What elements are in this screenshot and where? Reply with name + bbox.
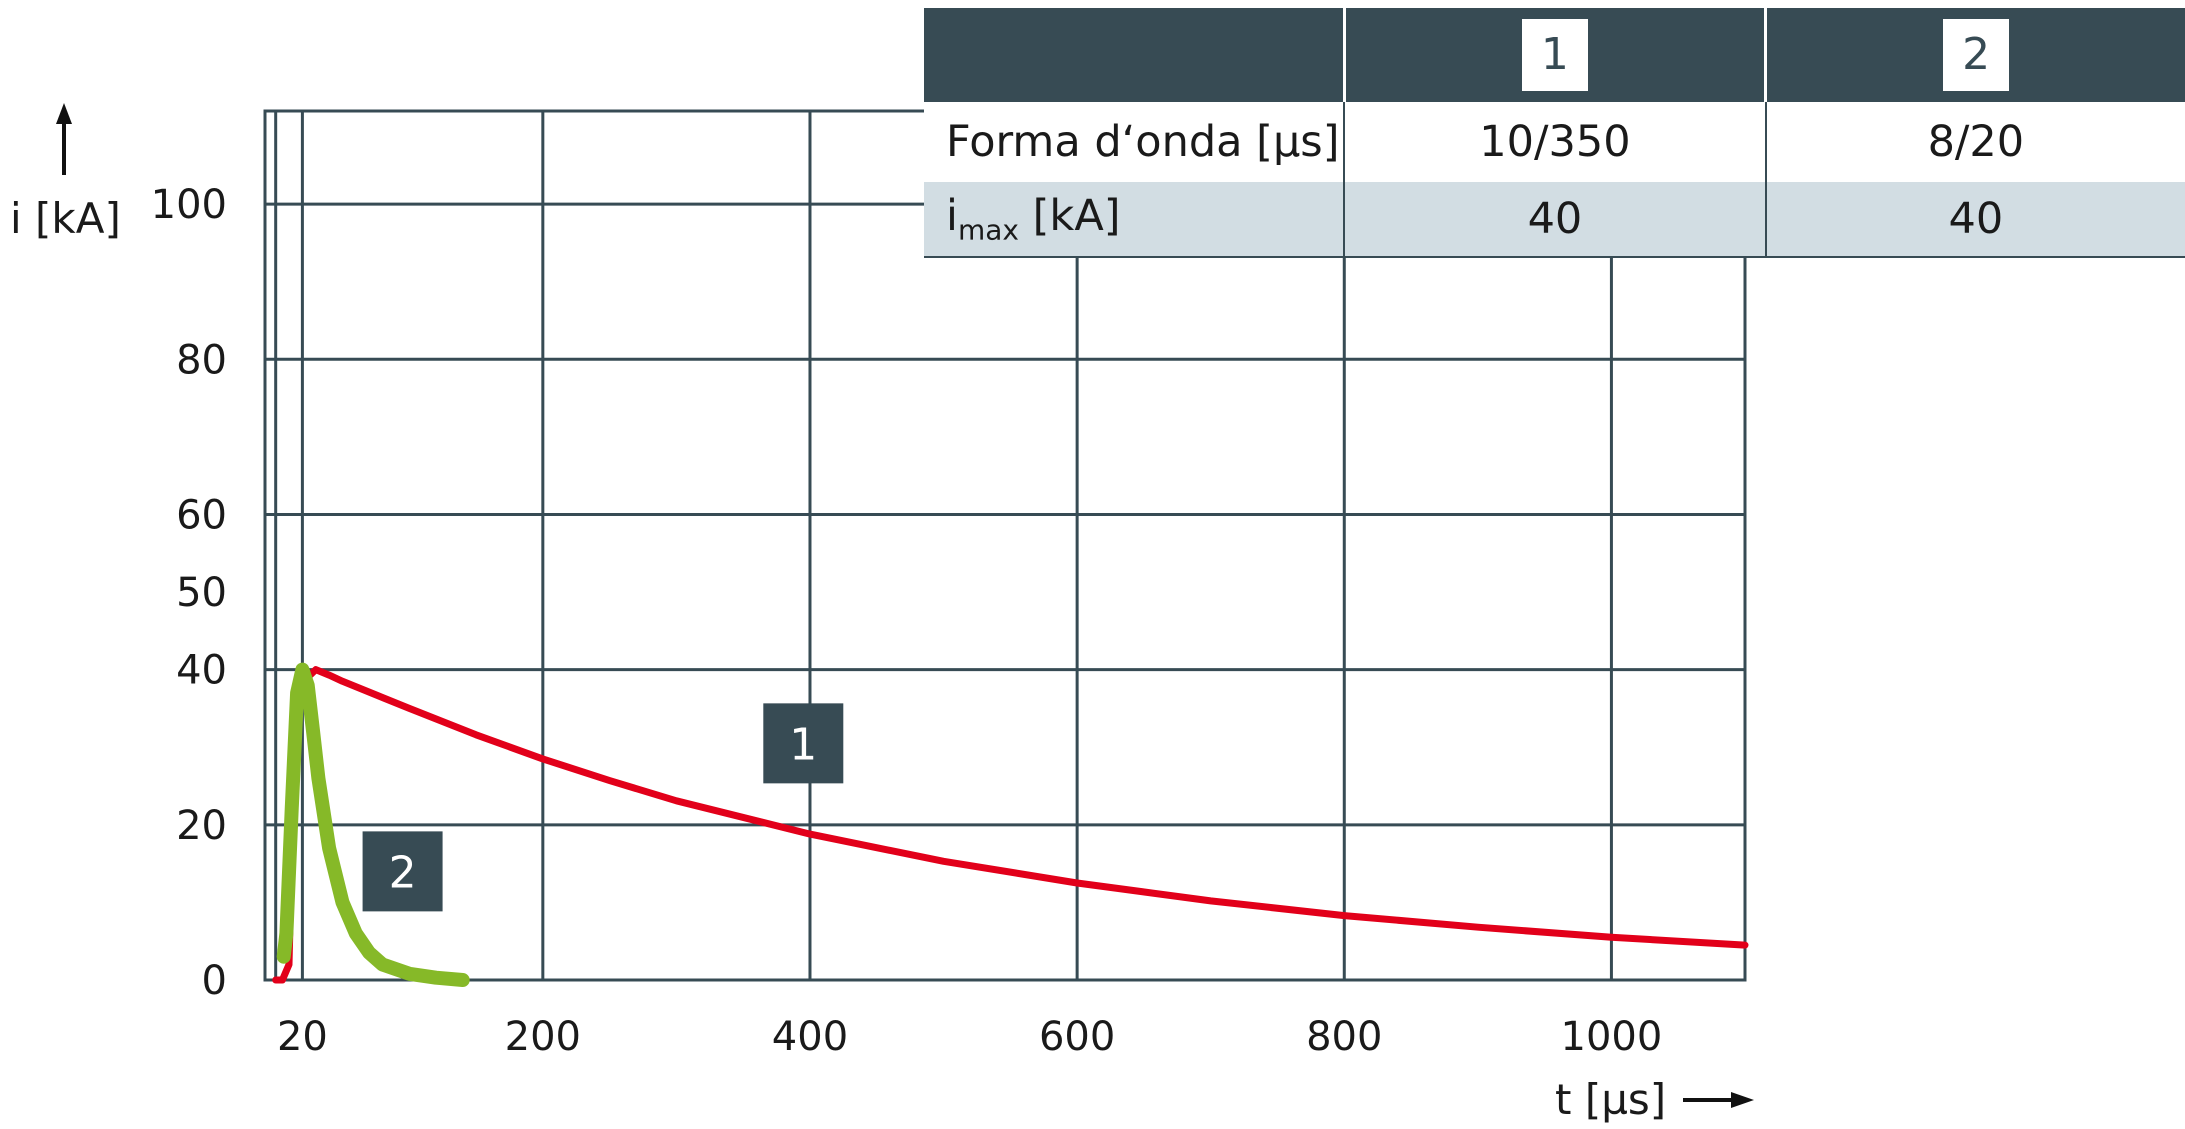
x-axis-ticks: 20 200 400 600 800 1000 [277,1014,1662,1060]
waveform-table: 1 2 Forma d‘onda [µs] 10/350 8/20 imax [… [924,8,2185,258]
x-tick-label: 600 [1039,1014,1115,1060]
badge-label: 2 [389,847,417,898]
series-badge-1: 1 [763,703,844,784]
imax-subscript: max [957,213,1019,247]
badge-label: 1 [789,719,817,770]
annotations: 12 [362,703,844,912]
x-tick-label: 1000 [1561,1014,1663,1060]
y-axis-label: i [kA] [10,194,121,243]
series-group [272,662,1749,987]
y-tick-label: 60 [176,492,227,538]
x-axis-title: t [µs] [1555,1075,1754,1124]
table-header-row: 1 2 [924,8,2185,102]
series-line-2 [276,662,470,987]
y-axis-arrow-icon [56,103,72,124]
x-tick-label: 800 [1306,1014,1382,1060]
table-header-empty [924,8,1346,102]
y-axis-ticks: 0 20 40 50 60 80 100 [151,182,227,1004]
series-badge-2: 2 [362,831,443,912]
imax-unit: [kA] [1018,191,1121,242]
badge-box [763,703,844,784]
y-tick-label: 100 [151,182,227,228]
row-label-imax: imax [kA] [924,182,1346,257]
imax-symbol: i [946,191,958,242]
table-header-1: 1 [1344,8,1768,102]
x-tick-label: 200 [505,1014,581,1060]
x-axis-label: t [µs] [1555,1075,1666,1124]
x-tick-label: 400 [772,1014,848,1060]
y-tick-label: 50 [176,570,227,616]
x-axis-arrow-icon [1731,1092,1754,1108]
table-header-2: 2 [1765,8,2185,102]
header-badge-2: 2 [1943,19,2010,91]
y-tick-label: 80 [176,337,227,383]
x-tick-label: 20 [277,1014,328,1060]
cell-waveform-2: 8/20 [1765,102,2185,182]
y-tick-label: 0 [202,958,227,1004]
table-row: Forma d‘onda [µs] 10/350 8/20 [924,102,2185,182]
cell-imax-1: 40 [1344,182,1767,257]
cell-imax-2: 40 [1765,182,2185,257]
y-axis-title: i [kA] [10,103,121,243]
table-row: imax [kA] 40 40 [924,182,2185,257]
y-tick-label: 20 [176,803,227,849]
header-badge-1: 1 [1521,19,1588,91]
cell-waveform-1: 10/350 [1344,102,1767,182]
y-tick-label: 40 [176,648,227,694]
badge-box [362,831,443,912]
row-label-waveform: Forma d‘onda [µs] [924,102,1346,182]
